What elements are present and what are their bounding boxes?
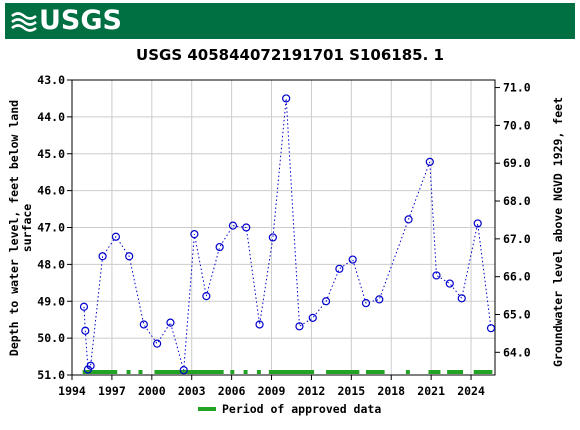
y-right-tick-label: 66.0 [503,270,531,284]
y-left-tick-label: 50.0 [37,331,65,345]
x-tick-label: 2006 [218,384,246,398]
data-point [268,233,277,242]
data-point [81,326,90,335]
y-right-tick-label: 70.0 [503,118,531,132]
data-point [348,255,357,264]
data-point [111,232,120,241]
data-point [202,291,211,301]
x-tick-label: 1994 [58,384,86,398]
data-point [190,230,199,239]
y-right-tick-label: 65.0 [503,307,531,321]
x-tick-label: 2009 [258,384,286,398]
data-point [404,215,413,224]
data-point [86,361,95,370]
data-point [295,322,304,331]
data-point [166,318,175,327]
usgs-logo-text: USGS [39,5,122,36]
data-point [457,294,466,303]
data-point [98,252,107,261]
y-left-tick-label: 45.0 [37,147,65,161]
usgs-banner: USGS [5,3,575,39]
y-right-tick-label: 68.0 [503,194,531,208]
y-left-tick-label: 47.0 [37,221,65,235]
x-tick-label: 1997 [98,384,126,398]
data-point [432,271,441,280]
legend-label: Period of approved data [222,402,381,416]
x-tick-label: 2012 [298,384,326,398]
data-point [228,221,238,230]
x-tick-label: 2003 [178,384,206,398]
y-right-tick-label: 67.0 [503,232,531,246]
data-point [153,339,162,348]
y-left-tick-label: 44.0 [37,110,65,124]
y-right-axis-ticks: 64.0 65.0 66.0 67.0 68.0 69.0 70.0 71.0 [495,81,531,359]
y-left-tick-label: 51.0 [37,368,65,382]
data-point [282,94,291,103]
data-point [361,298,371,308]
y-left-axis-ticks: 43.0 44.0 45.0 46.0 47.0 48.0 49.0 50.0 51.0 [37,73,72,382]
y-right-axis-label: Groundwater level above NGVD 1929, feet [551,97,565,367]
data-point [179,366,188,375]
usgs-wave-icon [11,12,37,32]
y-right-tick-label: 71.0 [503,81,531,95]
data-point [375,295,384,304]
x-tick-label: 2024 [457,384,485,398]
x-tick-label: 2015 [337,384,365,398]
data-point [425,157,434,166]
y-left-tick-label: 46.0 [37,184,65,198]
data-point [255,320,264,329]
data-point [473,219,482,228]
data-point [308,313,317,322]
data-point [242,223,251,232]
series-line [83,98,492,371]
x-tick-label: 2000 [138,384,166,398]
y-left-axis-label-line1: Depth to water level, feet below land [7,100,21,356]
y-right-tick-label: 69.0 [503,156,531,170]
data-point [125,252,134,261]
x-tick-label: 2021 [417,384,445,398]
data-point [139,320,148,329]
data-points [79,94,496,375]
y-left-tick-label: 48.0 [37,257,65,271]
x-axis-ticks: 1994 1997 2000 2003 2006 2009 2012 2015 2018 2021… [58,375,485,398]
data-point [79,302,89,311]
x-tick-label: 2018 [377,384,405,398]
y-right-tick-label: 64.0 [503,345,531,359]
y-left-axis-label-line2: surface [20,204,34,253]
chart-title: USGS 405844072191701 S106185. 1 [136,46,444,64]
data-point [321,297,331,306]
data-point [335,264,344,273]
y-left-tick-label: 43.0 [37,73,65,87]
data-point [215,242,224,252]
data-point [445,279,454,288]
data-point [486,324,496,333]
y-left-tick-label: 49.0 [37,294,65,308]
